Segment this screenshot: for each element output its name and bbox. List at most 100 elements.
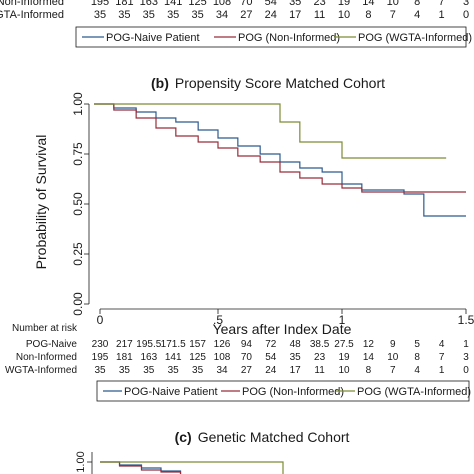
top-risk-value: 163 xyxy=(140,0,158,8)
top-risk-value: 141 xyxy=(164,0,182,8)
risk-value: 5 xyxy=(414,339,420,350)
risk-value: 19 xyxy=(338,352,350,363)
x-tick-label: .5 xyxy=(213,313,223,327)
top-risk-strip: Non-Informed 195 181 163 141 125 108 70 54 35 23 1… xyxy=(0,0,469,21)
risk-value: 7 xyxy=(439,352,445,363)
top-risk-value: 8 xyxy=(414,0,420,8)
risk-table-title: Number at risk xyxy=(12,323,78,334)
risk-value: 11 xyxy=(314,365,325,376)
risk-value: 8 xyxy=(366,365,372,376)
risk-value: 4 xyxy=(414,365,420,376)
risk-value: 125 xyxy=(189,352,206,363)
risk-value: 35 xyxy=(168,365,180,376)
risk-value: 195 xyxy=(92,352,109,363)
top-risk-value: 35 xyxy=(191,9,203,21)
panel-b-legend-box xyxy=(96,380,470,402)
top-risk-value: 54 xyxy=(265,0,277,8)
top-risk-value: 35 xyxy=(167,9,179,21)
panel-c-letter: (c) xyxy=(175,429,192,445)
top-risk-value: 10 xyxy=(387,0,399,8)
panel-b-risk-table: Number at risk POG-Naive Non-Informed WG… xyxy=(5,323,469,376)
risk-value: 35 xyxy=(290,352,302,363)
top-risk-value: 24 xyxy=(265,9,277,21)
risk-value: 23 xyxy=(314,352,326,363)
risk-value: 38.5 xyxy=(310,339,330,350)
top-row-1-values: 195 181 163 141 125 108 70 54 35 23 19 14 10 8 7 3 xyxy=(91,0,469,8)
y-tick-label: 1.00 xyxy=(71,92,85,116)
x-tick-label: 1 xyxy=(339,313,346,327)
panel-b-legend-label-noninformed: POG (Non-Informed) xyxy=(242,386,344,398)
panel-b-legend-label-wgta: POG (WGTA-Informed) xyxy=(357,386,471,398)
panel-b-x-ticks: 0 .5 1 1.5 xyxy=(97,309,474,327)
risk-value: 12 xyxy=(363,339,375,350)
risk-value: 27.5 xyxy=(334,339,354,350)
panel-c-heading: (c) Genetic Matched Cohort xyxy=(175,429,350,445)
risk-value: 181 xyxy=(116,352,133,363)
panel-c-ytick-label: 1.00 xyxy=(75,451,87,472)
risk-value: 35 xyxy=(94,365,106,376)
top-row-2-values: 35 35 35 35 35 34 27 24 17 11 10 8 7 4 1 0 xyxy=(94,9,469,21)
top-risk-value: 35 xyxy=(289,0,301,8)
risk-value: 4 xyxy=(439,339,445,350)
top-risk-value: 17 xyxy=(289,9,301,21)
panel-c: (c)Genetic Matched Cohort al 1.00 xyxy=(75,429,350,474)
panel-b-legend: POG-Naive Patient POG (Non-Informed) POG… xyxy=(96,380,471,402)
risk-value: 35 xyxy=(192,365,204,376)
risk-value: 195.5 xyxy=(136,339,161,350)
risk-row-label-wgta: WGTA-Informed xyxy=(5,365,77,376)
risk-row-label-noninformed: Non-Informed xyxy=(16,352,77,363)
risk-value: 163 xyxy=(140,352,157,363)
survival-curve-wgta xyxy=(94,103,447,159)
risk-values: 230 217 195.5 171.5 157 126 94 72 48 38.5 27.5 12 9 5… xyxy=(92,339,470,376)
top-risk-value: 181 xyxy=(115,0,133,8)
y-tick-label: 0.00 xyxy=(71,292,85,316)
risk-value: 3 xyxy=(463,352,469,363)
panel-b-legend-label-naive: POG-Naive Patient xyxy=(124,386,218,398)
top-risk-value: 35 xyxy=(118,9,130,21)
risk-value: 10 xyxy=(338,365,350,376)
y-tick-label: 0.75 xyxy=(71,142,85,166)
x-tick-label: 0 xyxy=(97,313,104,327)
risk-value: 230 xyxy=(92,339,109,350)
top-risk-value: 35 xyxy=(143,9,155,21)
top-row-label-2: WGTA-Informed xyxy=(0,9,64,21)
risk-value: 108 xyxy=(214,352,231,363)
risk-value: 24 xyxy=(265,365,277,376)
top-risk-value: 11 xyxy=(314,9,325,21)
risk-value: 17 xyxy=(290,365,302,376)
top-risk-value: 7 xyxy=(390,9,396,21)
risk-value: 1 xyxy=(463,339,469,350)
top-legend-label-noninformed: POG (Non-Informed) xyxy=(238,32,340,44)
panel-b-letter: (b) xyxy=(151,75,169,91)
top-legend-box xyxy=(75,26,467,48)
risk-value: 27 xyxy=(241,365,253,376)
top-risk-value: 0 xyxy=(463,9,469,21)
top-risk-value: 108 xyxy=(213,0,231,8)
risk-row-label-naive: POG-Naive xyxy=(26,339,78,350)
top-risk-value: 8 xyxy=(365,9,371,21)
risk-value: 8 xyxy=(414,352,420,363)
top-risk-value: 19 xyxy=(338,0,350,8)
panel-c-curve-wgta xyxy=(100,461,284,474)
risk-value: 1 xyxy=(439,365,445,376)
risk-value: 217 xyxy=(116,339,133,350)
risk-value: 94 xyxy=(241,339,253,350)
top-risk-value: 195 xyxy=(91,0,109,8)
risk-value: 72 xyxy=(265,339,277,350)
risk-value: 0 xyxy=(463,365,469,376)
top-legend-label-wgta: POG (WGTA-Informed) xyxy=(358,32,472,44)
risk-value: 70 xyxy=(241,352,253,363)
top-risk-value: 7 xyxy=(439,0,445,8)
x-tick-label: 1.5 xyxy=(458,313,474,327)
top-risk-value: 34 xyxy=(216,9,228,21)
top-risk-value: 10 xyxy=(338,9,350,21)
y-tick-label: 0.50 xyxy=(71,192,85,216)
panel-b-ylabel: Probability of Survival xyxy=(33,135,49,270)
risk-value: 14 xyxy=(363,352,375,363)
risk-value: 9 xyxy=(390,339,396,350)
risk-value: 126 xyxy=(214,339,231,350)
risk-value: 141 xyxy=(165,352,182,363)
top-risk-value: 125 xyxy=(188,0,206,8)
top-risk-value: 1 xyxy=(439,9,445,21)
